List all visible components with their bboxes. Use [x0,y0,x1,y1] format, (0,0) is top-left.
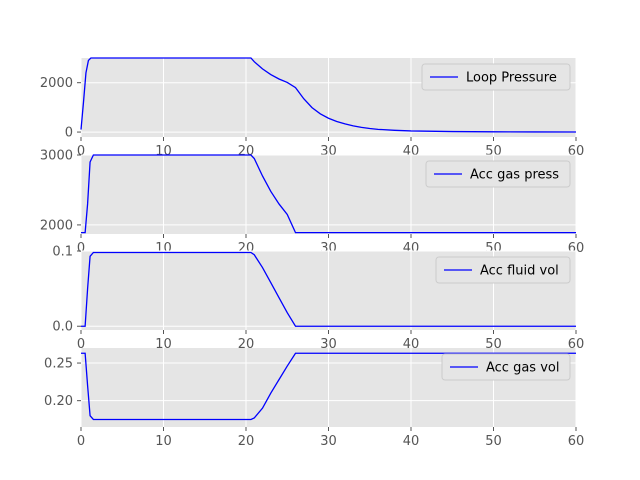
x-tick-label: 30 [320,434,337,449]
x-tick-label: 20 [238,434,255,449]
y-tick-label: 2000 [40,76,73,91]
x-tick-label: 60 [568,434,585,449]
x-tick-label: 0 [77,434,85,449]
y-tick-label: 2000 [40,218,73,233]
x-tick-label: 50 [485,434,502,449]
series-line [81,154,576,234]
legend: Loop Pressure [421,63,571,91]
series-line [81,251,576,327]
y-tick-label: 3000 [40,149,73,164]
x-tick-label: 0 [77,241,85,256]
subplot-4: 0 10 20 30 40 50 60 0.20 0.25 Acc gas vol [44,348,584,449]
legend-label: Acc gas press [470,168,559,183]
y-tick-label: 0.20 [44,394,73,409]
y-tick-label: 0 [65,126,73,141]
legend-box [425,160,571,188]
x-tick-label: 0 [77,144,85,159]
legend: Acc gas press [425,160,571,188]
legend-box [421,63,571,91]
series-line [80,57,577,133]
y-tick-label: 0.1 [52,245,73,260]
x-tick-label: 10 [155,434,172,449]
x-tick-label: 0 [77,337,85,352]
legend-box [435,256,571,284]
y-tick-label: 0.0 [52,320,73,335]
legend-label: Acc gas vol [486,361,559,376]
legend: Acc gas vol [441,353,571,381]
y-tick-label: 0.25 [44,357,73,372]
x-tick-label: 40 [403,434,420,449]
legend-label: Loop Pressure [466,71,557,86]
legend-box [441,353,571,381]
series-line [81,352,576,421]
legend: Acc fluid vol [435,256,571,284]
legend-label: Acc fluid vol [480,264,559,279]
